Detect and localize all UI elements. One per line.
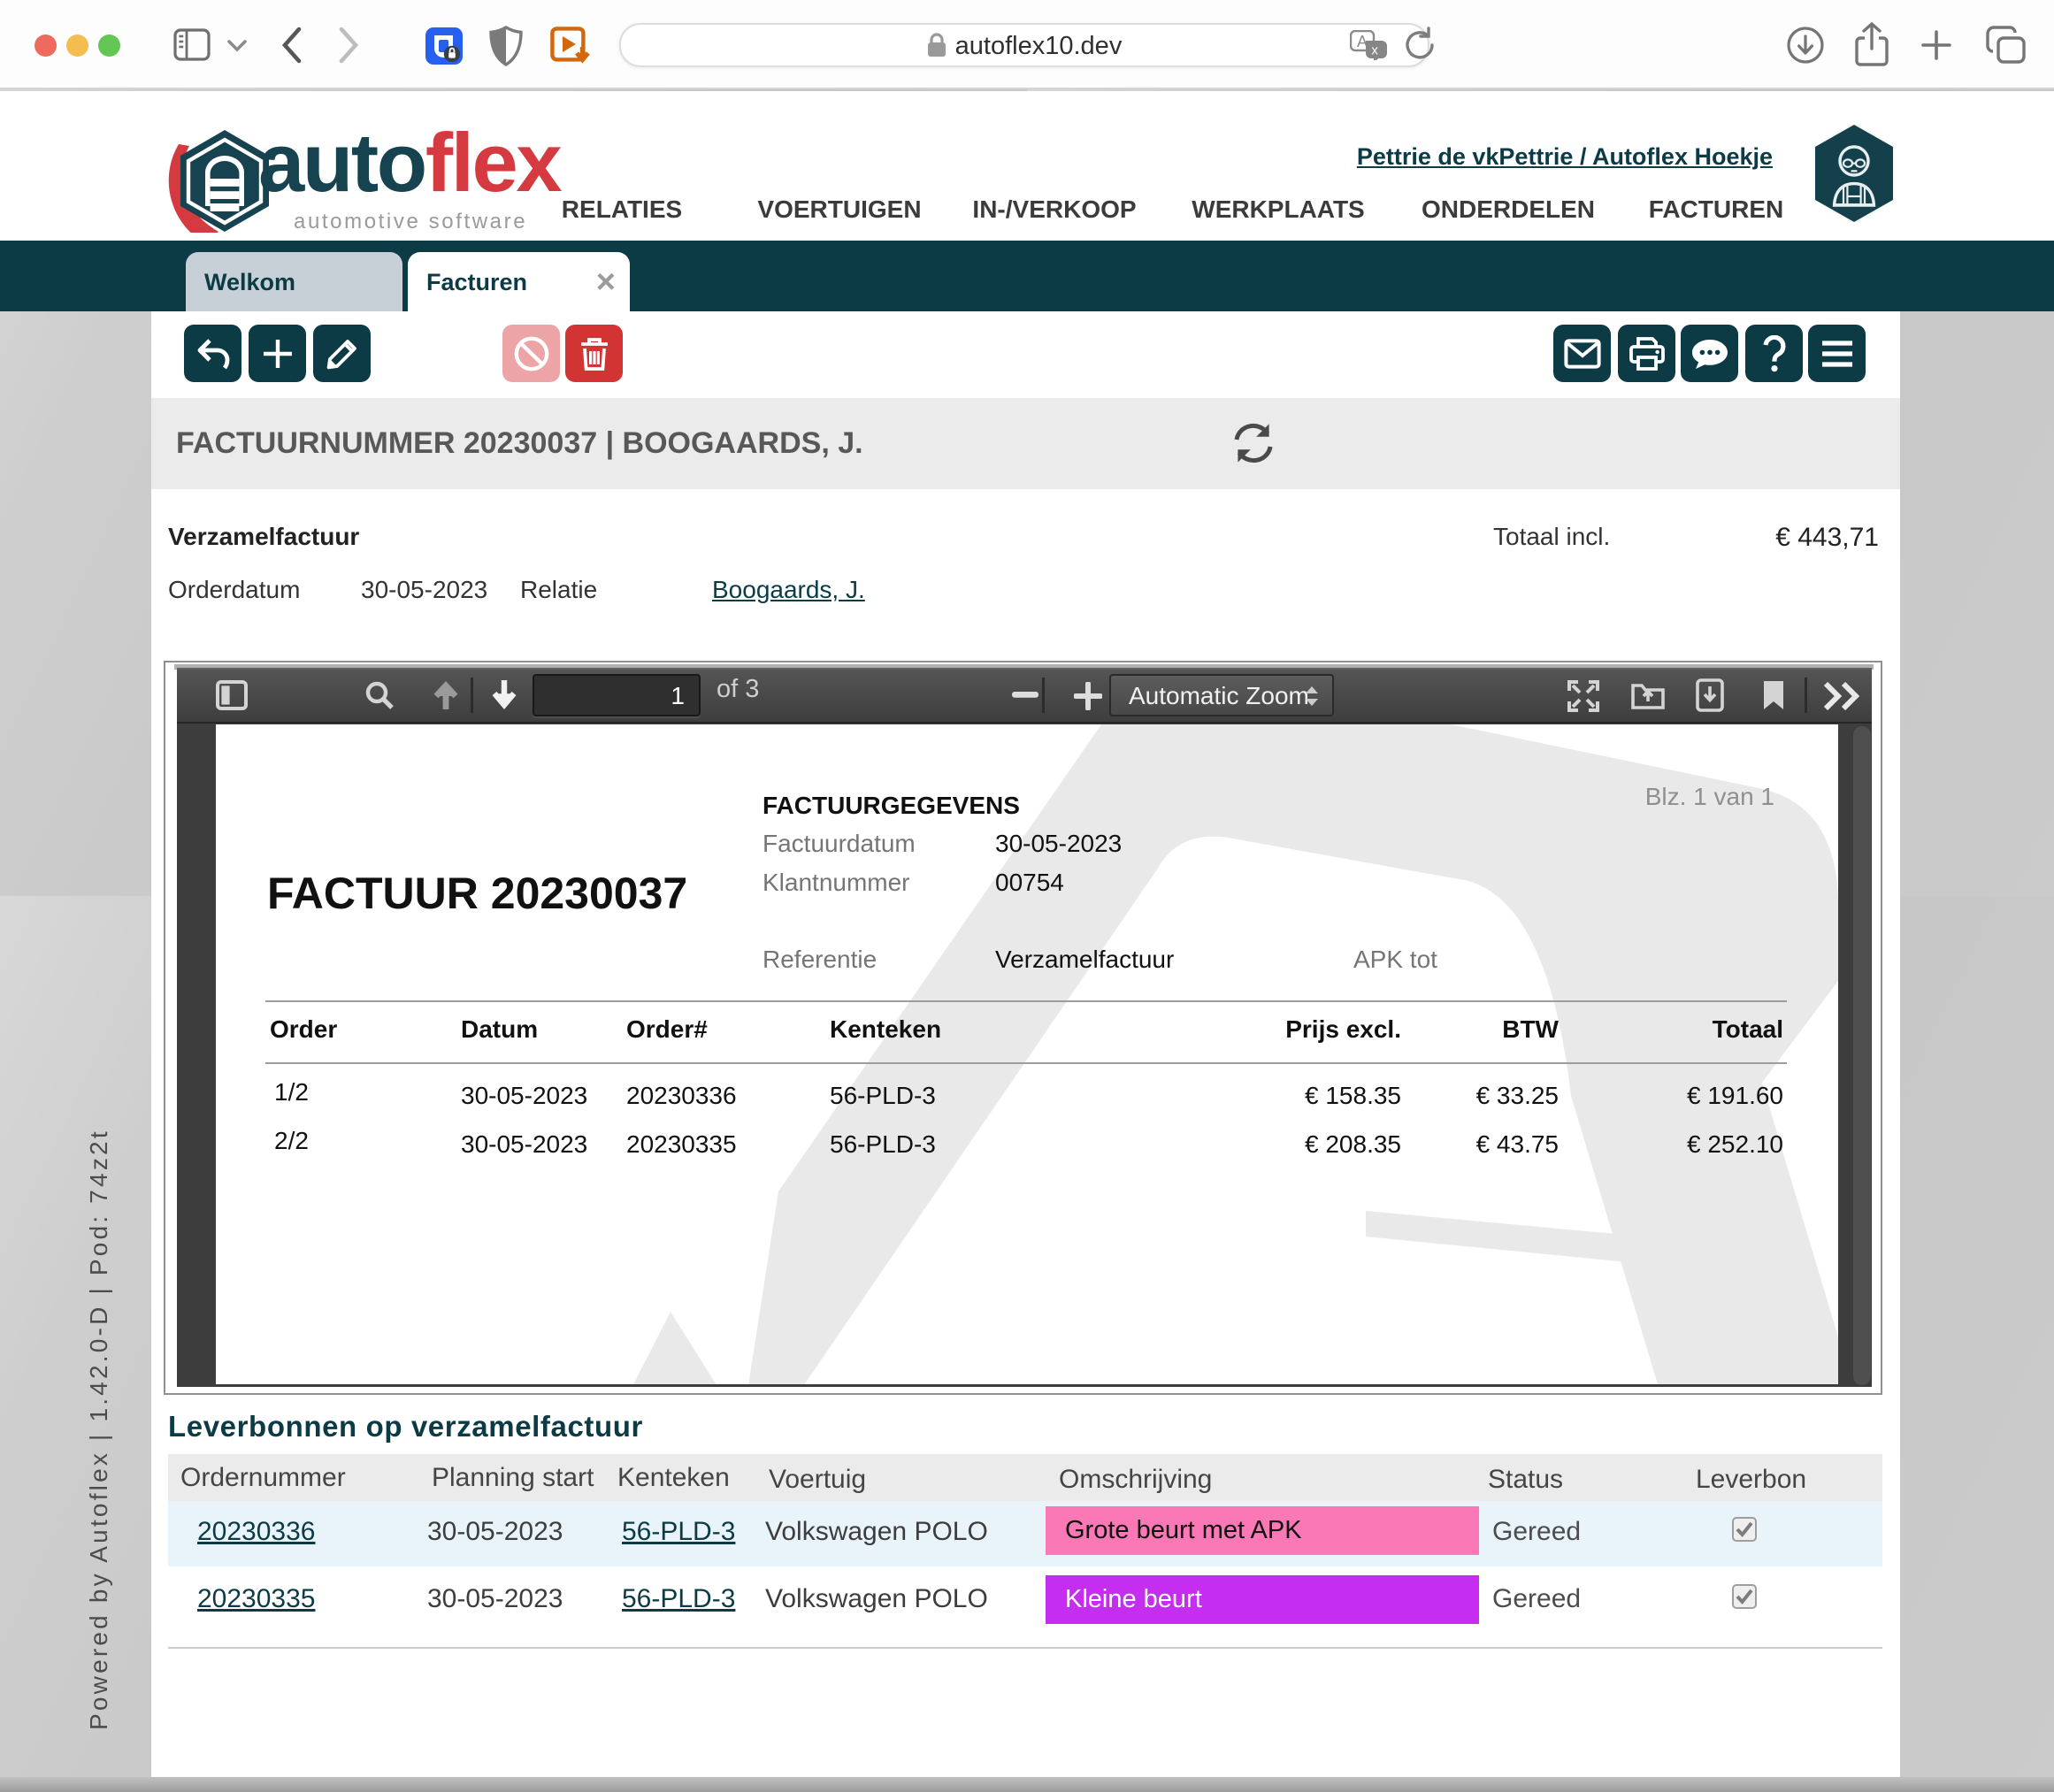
svg-text:A: A	[1357, 33, 1368, 50]
svg-text:x: x	[1371, 43, 1378, 58]
